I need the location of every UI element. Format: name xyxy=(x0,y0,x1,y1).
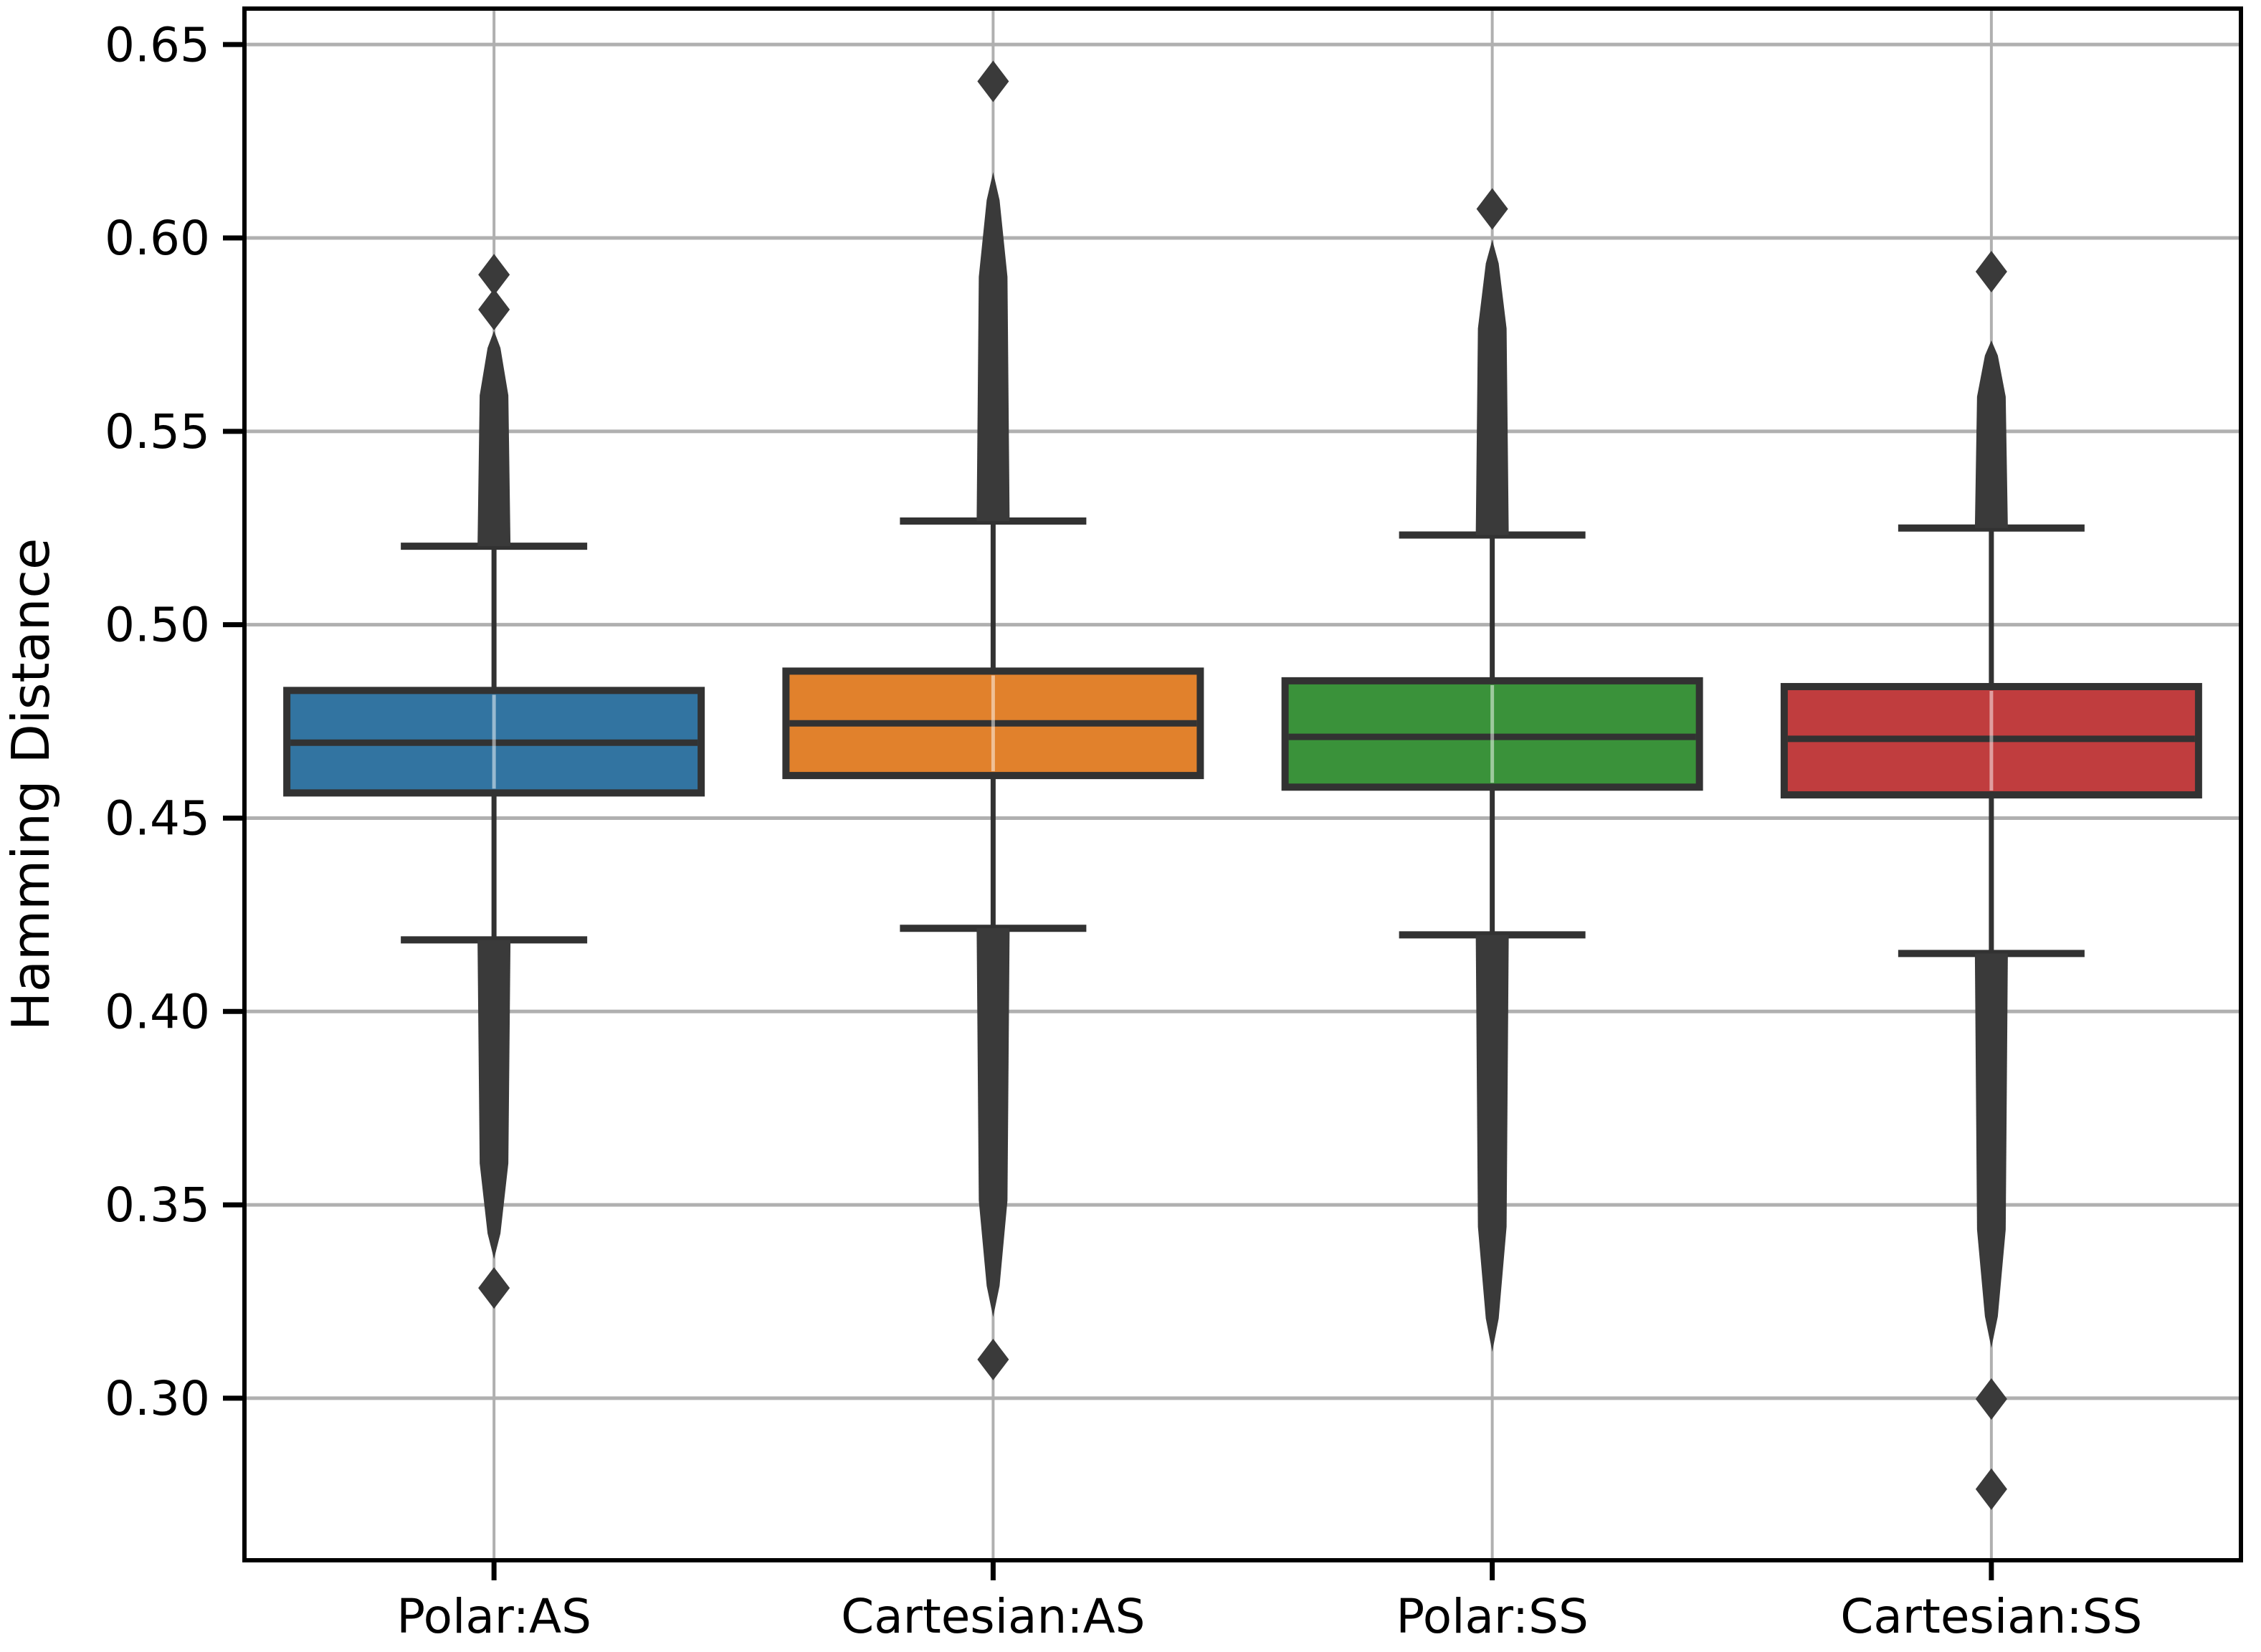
x-tick-label: Cartesian:SS xyxy=(1840,1589,2142,1644)
flier-high-cartesian-as xyxy=(977,60,1009,102)
outlier-column-upper-polar-ss xyxy=(1475,239,1509,535)
y-tick-label: 0.45 xyxy=(105,791,210,846)
outlier-column-lower-cartesian-ss xyxy=(1974,953,2008,1348)
y-tick-label: 0.40 xyxy=(105,984,210,1039)
flier-low-polar-as xyxy=(478,1267,510,1309)
flier-high-polar-as xyxy=(478,254,510,296)
y-tick-label: 0.55 xyxy=(105,404,210,459)
flier-high-polar-as xyxy=(478,288,510,330)
plot-border xyxy=(242,6,2243,1562)
outlier-column-lower-cartesian-as xyxy=(976,928,1010,1317)
outlier-column-upper-polar-as xyxy=(477,330,511,547)
flier-high-cartesian-ss xyxy=(1975,250,2007,292)
y-tick-label: 0.65 xyxy=(105,17,210,72)
flier-low-cartesian-ss xyxy=(1975,1468,2007,1510)
x-tick-label: Cartesian:AS xyxy=(841,1589,1145,1644)
outlier-column-lower-polar-as xyxy=(477,940,511,1259)
flier-low-cartesian-as xyxy=(977,1338,1009,1380)
x-tick-label: Polar:SS xyxy=(1396,1589,1589,1644)
y-tick-label: 0.50 xyxy=(105,598,210,653)
flier-high-polar-ss xyxy=(1476,188,1508,230)
y-tick-label: 0.60 xyxy=(105,211,210,266)
outlier-column-lower-polar-ss xyxy=(1475,935,1509,1352)
outlier-column-upper-cartesian-as xyxy=(976,172,1010,522)
flier-low-cartesian-ss xyxy=(1975,1378,2007,1420)
outlier-column-upper-cartesian-ss xyxy=(1974,340,2008,528)
x-tick-label: Polar:AS xyxy=(396,1589,591,1644)
y-axis-label: Hamming Distance xyxy=(1,538,61,1031)
y-tick-label: 0.30 xyxy=(105,1371,210,1426)
y-tick-label: 0.35 xyxy=(105,1178,210,1233)
